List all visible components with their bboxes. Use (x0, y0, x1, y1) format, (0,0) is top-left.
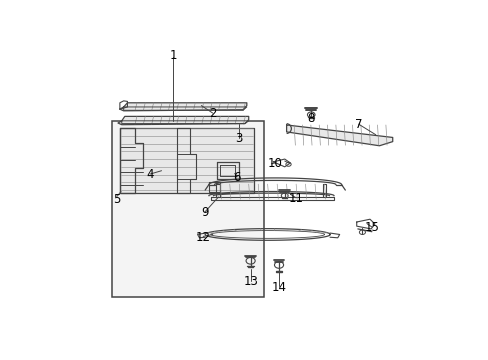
Polygon shape (286, 125, 392, 146)
Text: 7: 7 (354, 118, 362, 131)
Text: 11: 11 (288, 192, 303, 205)
Bar (112, 121, 264, 297)
Text: 8: 8 (307, 112, 314, 125)
Text: 1: 1 (169, 49, 176, 62)
Text: 4: 4 (146, 168, 154, 181)
Polygon shape (120, 128, 254, 193)
Text: 12: 12 (195, 231, 210, 244)
Text: 13: 13 (243, 275, 258, 288)
Polygon shape (120, 103, 246, 111)
Polygon shape (118, 116, 248, 125)
Text: 9: 9 (201, 206, 208, 219)
Text: 2: 2 (208, 107, 216, 120)
Text: 14: 14 (271, 281, 286, 294)
Text: 15: 15 (364, 221, 379, 234)
Text: 10: 10 (267, 157, 282, 170)
Text: 6: 6 (233, 171, 241, 184)
Text: 3: 3 (235, 132, 243, 145)
Text: 5: 5 (113, 193, 121, 206)
